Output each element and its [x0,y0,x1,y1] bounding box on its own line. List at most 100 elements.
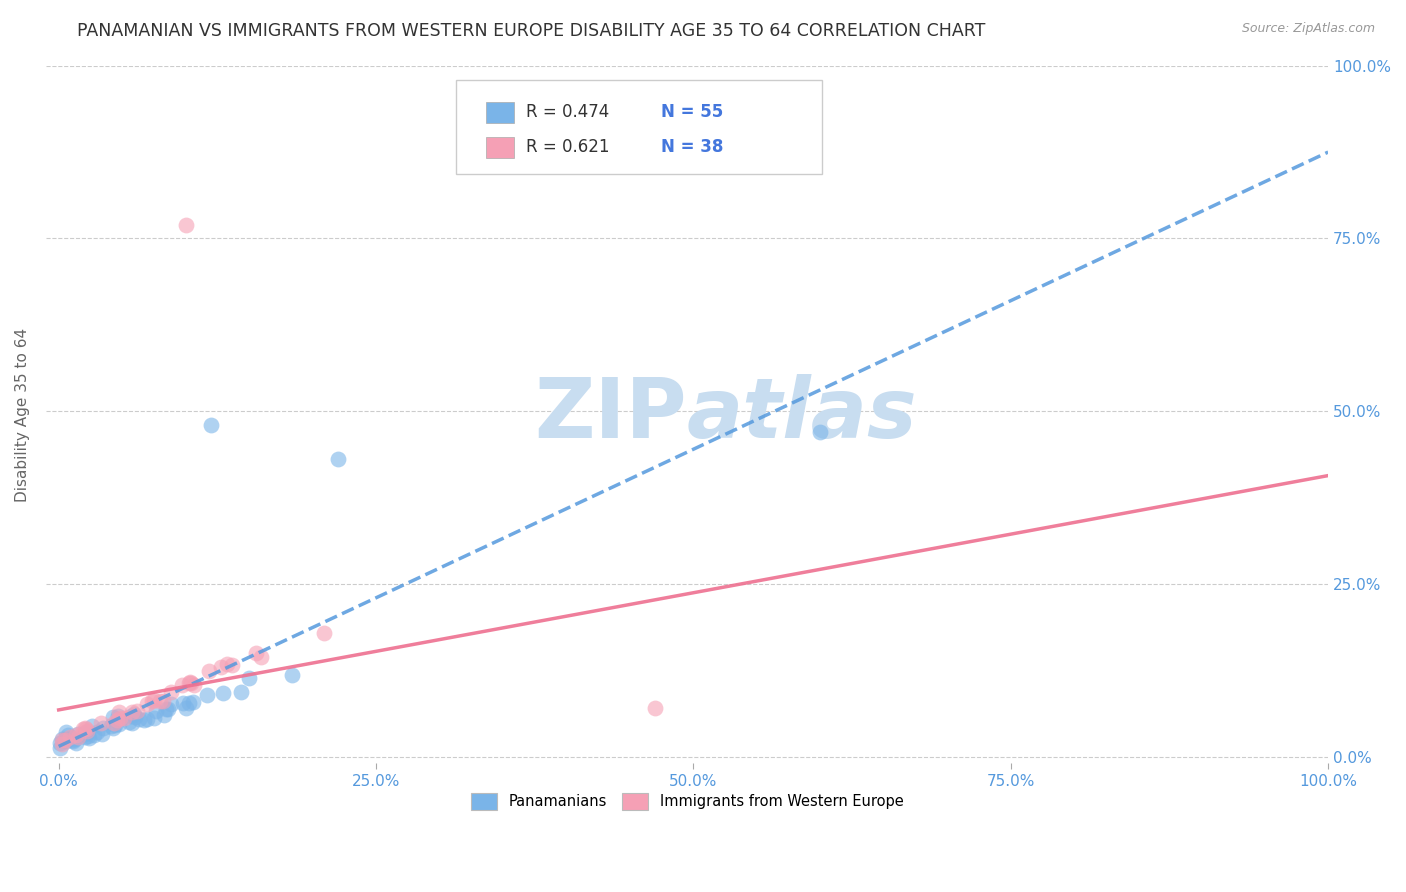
Point [91,727,114,741]
Text: R = 0.621: R = 0.621 [526,138,609,156]
Legend: Panamanians, Immigrants from Western Europe: Panamanians, Immigrants from Western Eur… [465,787,910,815]
Text: Source: ZipAtlas.com: Source: ZipAtlas.com [1241,22,1375,36]
Text: R = 0.474: R = 0.474 [526,103,609,121]
Point [49,736,72,750]
Y-axis label: Disability Age 35 to 64: Disability Age 35 to 64 [15,327,30,501]
Point [100,719,122,733]
Point [121,716,143,731]
Point [143,693,166,707]
Point [149,693,172,707]
Point [808,425,831,439]
Point [174,701,197,715]
Point [121,705,143,719]
Point [156,702,179,716]
Point [83,728,105,742]
Point [245,647,267,661]
Point [105,713,128,727]
Point [112,711,135,725]
Point [152,694,174,708]
Point [211,686,233,700]
Text: N = 55: N = 55 [661,103,724,121]
Point [172,696,194,710]
Point [104,718,127,732]
Point [179,676,201,690]
Point [195,688,218,702]
Point [76,724,98,739]
Point [65,736,87,750]
Point [183,678,205,692]
Point [51,732,73,747]
Point [55,724,77,739]
Point [107,709,129,723]
Point [66,731,89,745]
Point [91,721,114,735]
Point [132,713,155,727]
Point [644,701,666,715]
Point [179,674,201,689]
FancyBboxPatch shape [485,102,515,123]
Point [281,667,304,681]
Point [103,710,125,724]
Point [198,664,221,678]
Point [51,732,73,747]
Text: ZIP: ZIP [534,374,688,455]
Point [103,721,125,735]
Point [59,730,82,744]
Point [59,731,82,745]
FancyBboxPatch shape [457,79,821,174]
FancyBboxPatch shape [485,136,515,158]
Point [326,452,349,467]
Point [238,671,260,685]
Point [181,695,204,709]
Point [250,649,273,664]
Point [153,708,176,723]
Point [49,741,72,756]
Point [217,657,239,672]
Point [80,719,103,733]
Point [72,722,94,736]
Point [160,697,183,711]
Point [120,709,142,723]
Point [103,715,125,730]
Point [76,722,98,736]
Point [177,697,200,711]
Point [155,702,177,716]
Point [221,658,243,673]
Point [174,218,197,232]
Point [209,660,232,674]
Point [122,707,145,722]
Point [56,728,79,742]
Point [143,711,166,725]
Point [128,712,150,726]
Point [141,694,163,708]
Point [73,721,96,735]
Point [67,727,90,741]
Point [55,734,77,748]
Point [75,730,97,744]
Point [62,733,84,747]
Text: N = 38: N = 38 [661,138,724,156]
Point [75,725,97,739]
Text: PANAMANIAN VS IMMIGRANTS FROM WESTERN EUROPE DISABILITY AGE 35 TO 64 CORRELATION: PANAMANIAN VS IMMIGRANTS FROM WESTERN EU… [77,22,986,40]
Point [229,685,252,699]
Point [314,626,336,640]
Point [108,711,131,725]
Point [172,678,194,692]
Point [51,737,73,751]
Point [65,728,87,742]
Point [60,733,83,747]
Point [108,717,131,731]
Point [136,698,159,712]
Point [180,675,202,690]
Point [73,726,96,740]
Point [145,704,167,718]
Point [77,729,100,743]
Point [53,732,76,747]
Point [160,685,183,699]
Point [65,732,87,747]
Point [124,710,146,724]
Point [118,714,141,729]
Point [127,704,149,718]
Point [135,712,157,726]
Point [108,705,131,719]
